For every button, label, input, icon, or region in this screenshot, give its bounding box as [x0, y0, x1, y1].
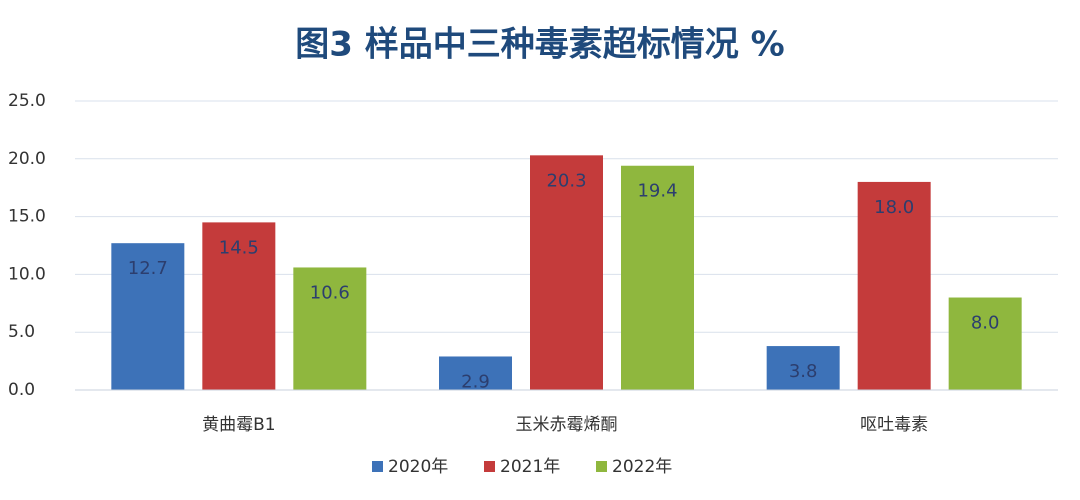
x-tick-label: 呕吐毒素 [860, 415, 928, 435]
chart-title: 图3 样品中三种毒素超标情况 % [295, 25, 784, 65]
x-tick-label: 黄曲霉B1 [202, 415, 275, 435]
bar [530, 155, 603, 390]
x-tick-label: 玉米赤霉烯酮 [516, 415, 618, 435]
bar [621, 165, 694, 390]
data-label: 12.7 [128, 258, 168, 279]
bar [293, 267, 367, 390]
legend-swatch [484, 461, 495, 472]
y-tick-label: 25.0 [8, 91, 46, 111]
data-label: 20.3 [546, 170, 586, 191]
bar [857, 181, 931, 390]
bar [202, 222, 276, 390]
bar [111, 243, 185, 390]
legend-swatch [596, 461, 607, 472]
bar [439, 356, 512, 390]
y-tick-label: 10.0 [8, 264, 46, 284]
y-tick-label: 0.0 [8, 380, 35, 400]
legend-swatch [372, 461, 383, 472]
data-label: 14.5 [219, 237, 259, 258]
y-tick-label: 20.0 [8, 149, 46, 169]
bar [948, 297, 1022, 390]
legend-label: 2022年 [612, 457, 672, 477]
data-label: 3.8 [789, 361, 818, 382]
data-label: 2.9 [461, 371, 490, 392]
y-tick-label: 15.0 [8, 207, 46, 227]
legend-label: 2021年 [500, 457, 560, 477]
y-tick-label: 5.0 [8, 322, 35, 342]
legend-label: 2020年 [388, 457, 448, 477]
data-label: 19.4 [637, 181, 677, 202]
data-label: 18.0 [874, 197, 914, 218]
data-label: 8.0 [971, 313, 1000, 334]
data-label: 10.6 [310, 282, 350, 303]
bar [766, 346, 840, 390]
